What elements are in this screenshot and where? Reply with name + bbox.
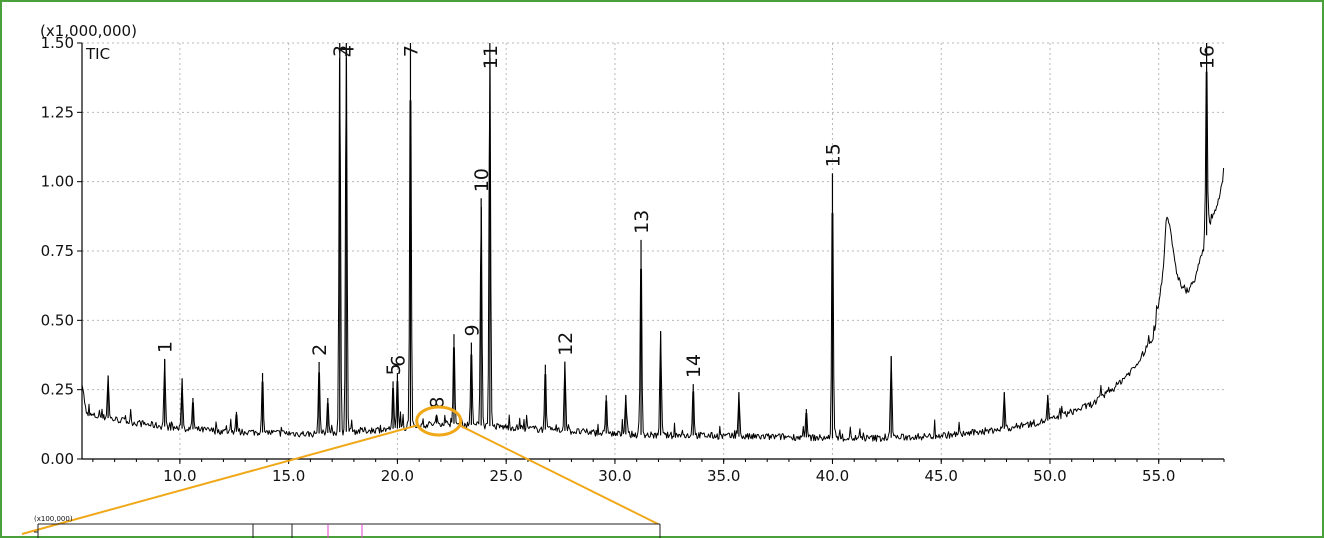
peak-label: 1 bbox=[155, 341, 177, 353]
x-tick-label: 15.0 bbox=[272, 467, 305, 485]
highlight-ellipse bbox=[415, 405, 463, 437]
peak-label: 5 bbox=[383, 363, 405, 375]
callout-line-right bbox=[458, 424, 659, 525]
peak-label: 11 bbox=[480, 45, 502, 69]
inset-y-multiplier-label: (x100,000) bbox=[34, 515, 73, 523]
tic-trace bbox=[81, 57, 1225, 442]
peak-label: 4 bbox=[336, 45, 358, 57]
grid bbox=[82, 42, 1224, 459]
peak-label: 16 bbox=[1197, 45, 1219, 69]
x-tick-label: 40.0 bbox=[816, 467, 849, 485]
peak-label: 12 bbox=[555, 332, 577, 356]
trace-label: TIC bbox=[85, 45, 110, 63]
peak-label: 13 bbox=[631, 210, 653, 234]
peak-label: 14 bbox=[683, 354, 705, 378]
x-tick-label: 20.0 bbox=[381, 467, 414, 485]
y-tick-label: 1.50 bbox=[41, 34, 74, 52]
peak-label: 9 bbox=[461, 324, 483, 336]
y-tick-label: 0.50 bbox=[41, 311, 74, 329]
y-multiplier-label: (x1,000,000) bbox=[40, 22, 137, 40]
inset-chart: (x100,000) bbox=[34, 515, 661, 538]
y-tick-label: 1.00 bbox=[41, 173, 74, 191]
peak-label: 8 bbox=[427, 397, 449, 409]
x-tick-label: 30.0 bbox=[598, 467, 631, 485]
peak-label: 10 bbox=[471, 168, 493, 192]
peak-label: 6 bbox=[387, 355, 409, 367]
x-tick-label: 55.0 bbox=[1142, 467, 1175, 485]
y-tick-label: 1.25 bbox=[41, 103, 74, 121]
peak-label: 7 bbox=[400, 45, 422, 57]
y-tick-label: 0.00 bbox=[41, 450, 74, 468]
tic-line bbox=[81, 57, 1225, 442]
peak-label: 15 bbox=[822, 143, 844, 167]
peak-label: 2 bbox=[309, 344, 331, 356]
x-tick-label: 10.0 bbox=[163, 467, 196, 485]
x-tick-label: 50.0 bbox=[1033, 467, 1066, 485]
x-tick-label: 25.0 bbox=[489, 467, 522, 485]
x-tick-label: 35.0 bbox=[707, 467, 740, 485]
zoom-callout bbox=[21, 405, 659, 535]
tick-labels: 10.0 15.0 20.0 25.0 30.0 35.0 40.0 45.0 50.0 55.0… bbox=[41, 34, 1176, 485]
x-tick-label: 45.0 bbox=[925, 467, 958, 485]
axes bbox=[77, 42, 1225, 464]
y-tick-label: 0.75 bbox=[41, 242, 74, 260]
callout-line-left bbox=[21, 423, 420, 535]
y-tick-label: 0.25 bbox=[41, 381, 74, 399]
